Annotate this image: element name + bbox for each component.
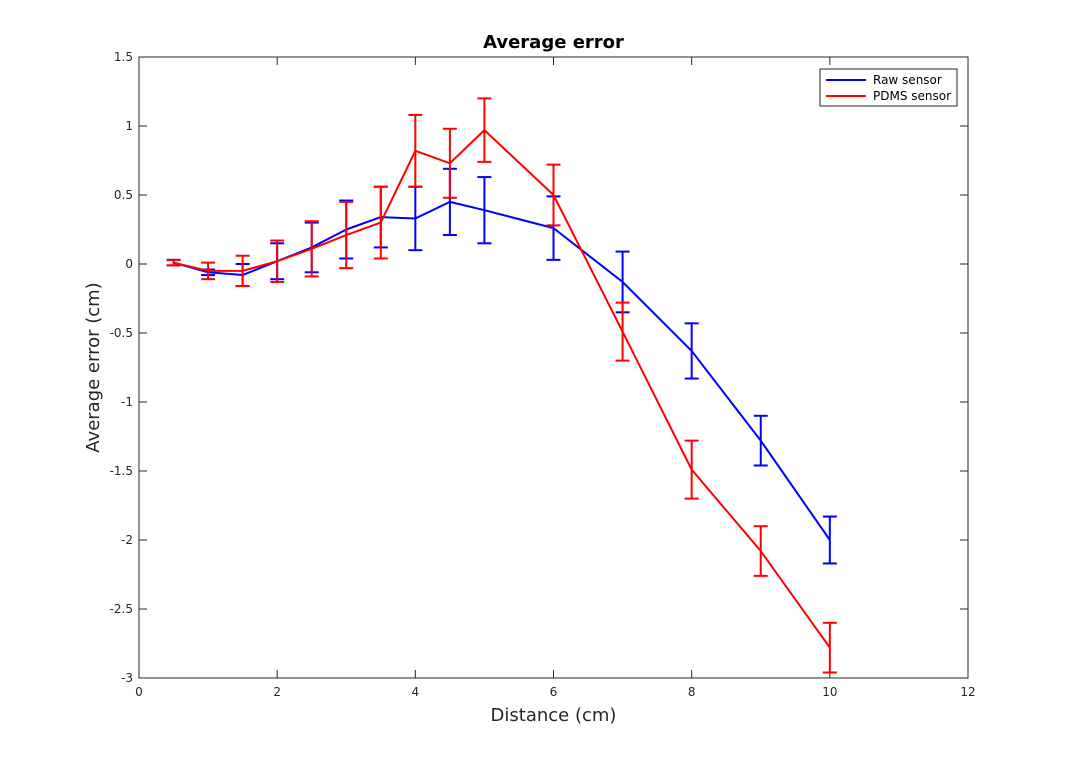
y-tick-label: -1 bbox=[121, 395, 133, 409]
error-bar-pdms-sensor bbox=[477, 97, 492, 163]
y-tick-label: 0.5 bbox=[114, 188, 133, 202]
error-bar-pdms-sensor bbox=[753, 525, 768, 577]
x-tick-label: 6 bbox=[550, 685, 558, 699]
error-bar-pdms-sensor bbox=[373, 185, 388, 260]
error-bar-pdms-sensor bbox=[442, 127, 457, 199]
y-tick-label: 1 bbox=[125, 119, 133, 133]
x-tick-label: 0 bbox=[135, 685, 143, 699]
error-bar-pdms-sensor bbox=[304, 220, 319, 278]
y-tick-label: -3 bbox=[121, 671, 133, 685]
error-bar-pdms-sensor bbox=[201, 261, 216, 281]
series-pdms-sensor bbox=[166, 97, 837, 674]
error-bar-pdms-sensor bbox=[546, 163, 561, 227]
y-tick-label: 1.5 bbox=[114, 50, 133, 64]
legend: Raw sensor PDMS sensor bbox=[819, 68, 958, 107]
x-tick-label: 4 bbox=[412, 685, 420, 699]
y-axis-label: Average error (cm) bbox=[83, 282, 104, 452]
series-layer bbox=[166, 97, 837, 674]
plot-area bbox=[138, 56, 969, 679]
x-axis-label: Distance (cm) bbox=[491, 705, 617, 726]
legend-label-raw-sensor: Raw sensor bbox=[873, 73, 942, 87]
error-bar-pdms-sensor bbox=[615, 301, 630, 362]
x-tick-label: 10 bbox=[822, 685, 837, 699]
y-tick-label: -1.5 bbox=[110, 464, 133, 478]
error-bar-raw-sensor bbox=[822, 515, 837, 565]
error-bar-pdms-sensor bbox=[339, 200, 354, 270]
error-bar-pdms-sensor bbox=[684, 439, 699, 500]
chart-title: Average error bbox=[483, 32, 624, 53]
error-bar-pdms-sensor bbox=[235, 254, 250, 288]
y-tick-label: 0 bbox=[125, 257, 133, 271]
x-tick-label: 2 bbox=[273, 685, 281, 699]
error-bar-pdms-sensor bbox=[408, 113, 423, 188]
y-tick-label: -0.5 bbox=[110, 326, 133, 340]
legend-label-pdms-sensor: PDMS sensor bbox=[873, 89, 951, 103]
error-bar-raw-sensor bbox=[753, 414, 768, 467]
x-tick-label: 8 bbox=[688, 685, 696, 699]
error-bar-raw-sensor bbox=[477, 176, 492, 245]
x-tick-label: 12 bbox=[960, 685, 975, 699]
y-tick-label: -2.5 bbox=[110, 602, 133, 616]
error-bar-raw-sensor bbox=[684, 322, 699, 380]
error-bar-pdms-sensor bbox=[270, 239, 285, 283]
tick-marks bbox=[138, 56, 969, 679]
tick-labels: 0 2 4 6 8 10 12 -3 -2.5 -2 -1.5 -1 -0.5 0 0.5 1 1.5 bbox=[110, 50, 976, 699]
error-bar-pdms-sensor bbox=[822, 621, 837, 674]
legend-box bbox=[819, 68, 958, 107]
y-tick-label: -2 bbox=[121, 533, 133, 547]
error-bar-pdms-sensor bbox=[166, 258, 181, 267]
